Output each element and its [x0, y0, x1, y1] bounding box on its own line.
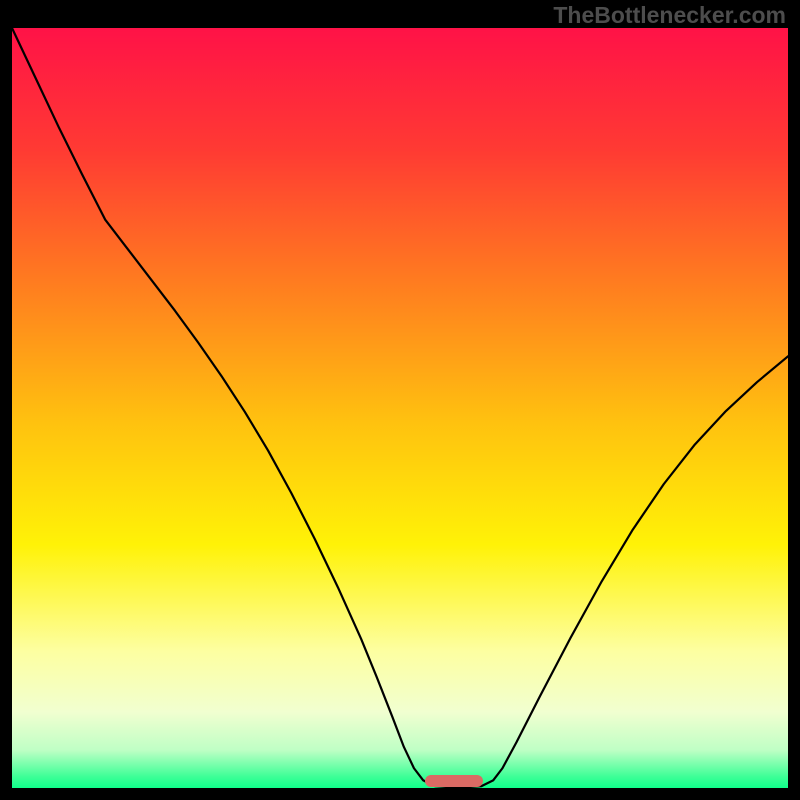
bottleneck-marker	[425, 775, 483, 787]
plot-svg	[12, 28, 788, 788]
plot-area	[12, 28, 788, 788]
watermark-text: TheBottlenecker.com	[553, 2, 786, 29]
bottleneck-curve	[12, 28, 788, 787]
chart-frame: TheBottlenecker.com	[0, 0, 800, 800]
